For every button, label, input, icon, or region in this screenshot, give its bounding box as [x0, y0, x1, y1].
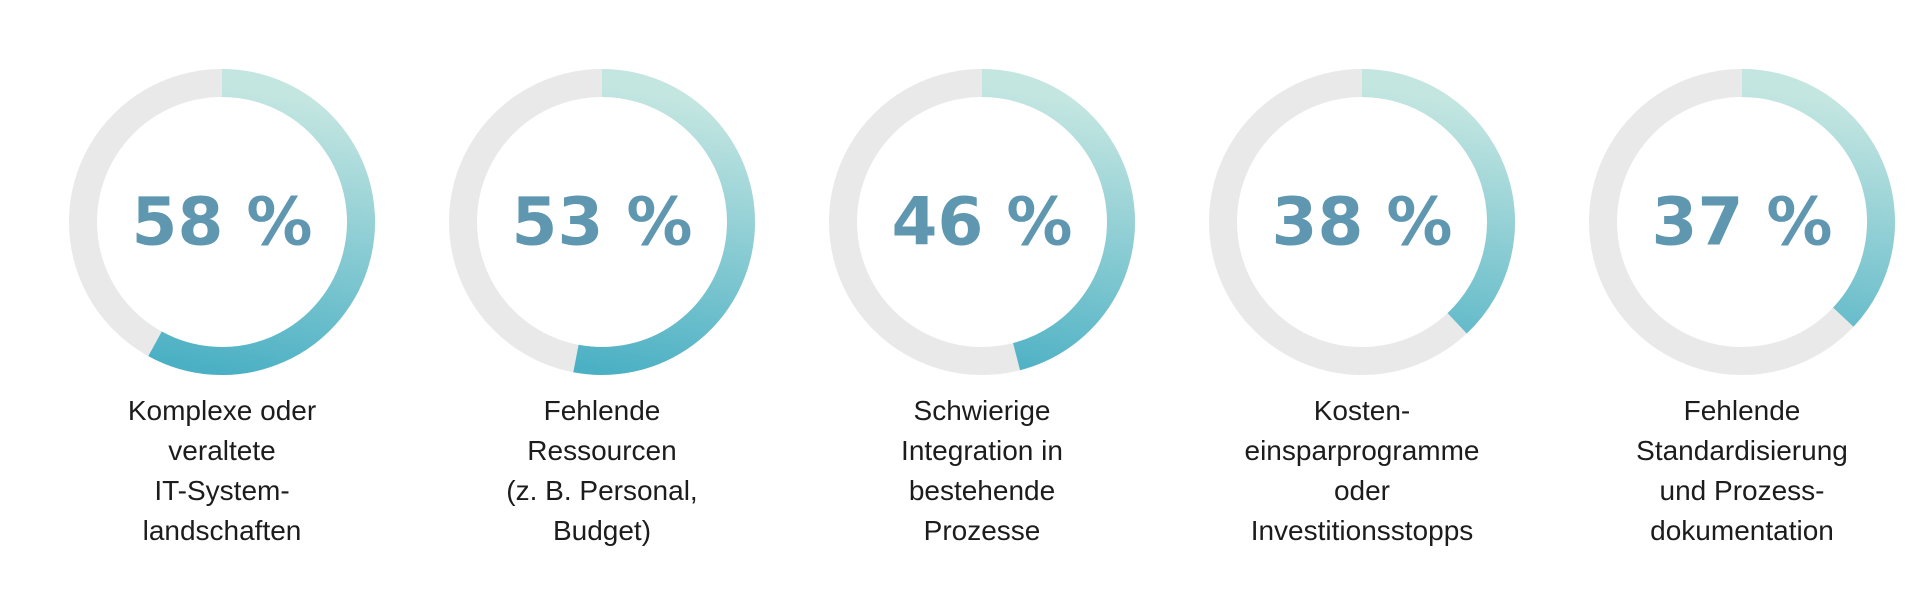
value-label: 38 %: [1272, 184, 1453, 261]
value-label: 46 %: [892, 184, 1073, 261]
donut-item: 46 % Schwierige Integration in bestehende Pr…: [829, 69, 1135, 546]
category-label: Kosten-einsparprogramme oder Investitionss…: [1245, 395, 1480, 546]
donut-item: 38 % Kosten-einsparprogramme oder Investiti…: [1209, 69, 1515, 546]
value-label: 58 %: [132, 184, 313, 261]
donut-arc: [1741, 69, 1895, 327]
value-label: 37 %: [1652, 184, 1833, 261]
category-label-line: Budget): [553, 515, 651, 546]
value-label: 53 %: [512, 184, 693, 261]
category-label: Fehlende Ressourcen (z. B. Personal, Budget…: [506, 395, 697, 546]
category-label-line: veraltete: [168, 435, 275, 466]
category-label-line: Fehlende: [544, 395, 661, 426]
category-label-line: landschaften: [143, 515, 302, 546]
category-label-line: oder: [1334, 475, 1390, 506]
donut-item: 37 % Fehlende Standardisierung und Prozess-…: [1589, 69, 1895, 546]
category-label-line: IT-System-: [154, 475, 289, 506]
category-label-line: Kosten-: [1314, 395, 1411, 426]
category-label-line: Ressourcen: [527, 435, 676, 466]
category-label-line: Schwierige: [914, 395, 1051, 426]
category-label-line: Fehlende: [1684, 395, 1801, 426]
category-label: Fehlende Standardisierung und Prozess-doku…: [1636, 395, 1848, 546]
category-label-line: Standardisierung: [1636, 435, 1848, 466]
donut-arc: [981, 69, 1135, 371]
category-label-line: einsparprogramme: [1245, 435, 1480, 466]
donut-item: 58 % Komplexe oder veraltete IT-System-land…: [69, 69, 375, 546]
category-label-line: (z. B. Personal,: [506, 475, 697, 506]
donut-arc: [148, 69, 375, 375]
category-label-line: dokumentation: [1650, 515, 1834, 546]
category-label-line: und Prozess-: [1660, 475, 1825, 506]
category-label-line: Prozesse: [924, 515, 1041, 546]
category-label: Komplexe oder veraltete IT-System-landscha…: [128, 395, 316, 546]
donut-item: 53 % Fehlende Ressourcen (z. B. Personal, Bu…: [449, 69, 755, 546]
category-label-line: Investitionsstopps: [1251, 515, 1474, 546]
donut-arc: [1361, 69, 1515, 334]
category-label-line: bestehende: [909, 475, 1055, 506]
category-label-line: Integration in: [901, 435, 1063, 466]
category-label-line: Komplexe oder: [128, 395, 316, 426]
category-label: Schwierige Integration in bestehende Prozes…: [901, 395, 1063, 546]
donut-arc: [573, 69, 755, 375]
